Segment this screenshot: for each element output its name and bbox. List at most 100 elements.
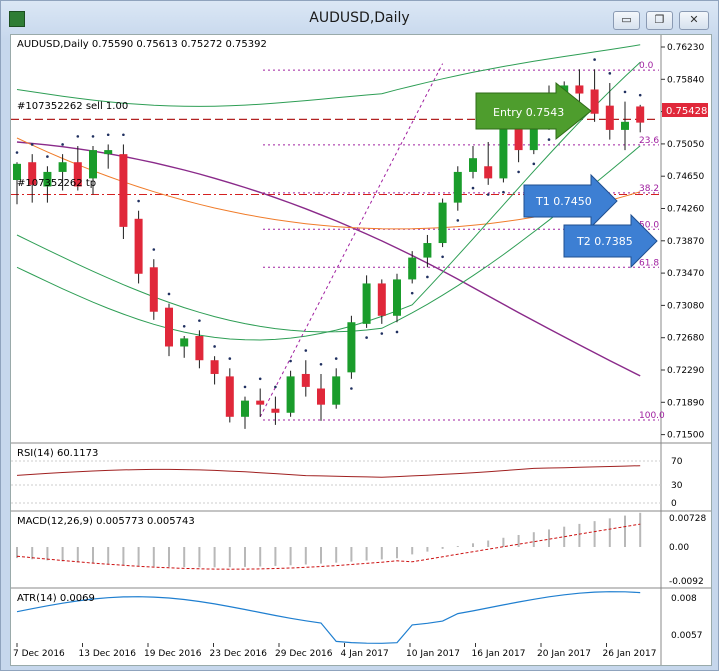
sar-dot [426,275,429,279]
macd-bar [639,512,642,547]
macd-bar [320,547,322,564]
candle-body [73,162,82,187]
order-label: #107352262 sell 1.00 [17,101,128,112]
sar-dot [623,90,627,94]
sar-dot [502,190,505,194]
candle-body [134,218,143,274]
macd-bar [487,540,490,547]
macd-bar [31,547,34,560]
minimize-button[interactable]: ▭ [613,11,640,30]
macd-label: MACD(12,26,9) 0.005773 0.005743 [17,516,195,527]
candle-body [529,115,538,151]
atr-label: ATR(14) 0.0069 [17,593,95,604]
atr-line [16,591,641,644]
rsi-tick-label: 30 [671,481,683,491]
sar-dot [198,319,201,322]
trend-line [259,63,444,418]
macd-bar [608,518,611,547]
date-tick-label: 19 Dec 2016 [144,649,202,659]
macd-bar [76,547,79,563]
candle-body [499,101,508,179]
fib-level-label: 0.0 [639,61,654,71]
candle-body [469,158,477,172]
candle-body [484,166,493,179]
candle-body [636,106,645,123]
macd-bar [92,547,94,564]
sar-dot [350,387,353,390]
price-tick-label: 0.73870 [667,237,704,247]
macd-bar [228,547,231,568]
candle-body [332,376,341,405]
price-tick-label: 0.74260 [667,205,704,215]
candle-body [210,360,219,374]
candle-body [301,373,310,387]
date-tick-label: 13 Dec 2016 [79,649,137,659]
price-tick-label: 0.75840 [667,75,704,85]
sar-dot [91,135,95,138]
candle-body [241,400,249,417]
macd-signal-line [16,523,641,570]
macd-bar [335,547,338,563]
chart-area[interactable]: 0.0 23.6 38.2 50.0 61.8 100.0 0.76230 0.75840 0… [10,34,712,666]
sar-dot [30,143,34,146]
sar-dot [334,357,338,360]
date-tick-label: 23 Dec 2016 [210,649,268,659]
bollinger-middle [16,145,641,333]
macd-bar [244,547,246,567]
sar-dot [61,143,64,146]
macd-bar [183,547,186,568]
sar-dot [532,162,536,166]
rsi-label: RSI(14) 60.1173 [17,448,98,459]
date-tick-label: 29 Dec 2016 [275,649,333,659]
sar-dot [517,170,520,174]
t1-arrow: T1 0.7450 [523,173,618,229]
sar-dot [410,291,414,295]
macd-bar [274,547,277,566]
title-bar[interactable]: AUDUSD,Daily ▭ ❐ ✕ [1,1,718,37]
sar-dot [380,332,384,335]
sar-dot [486,193,490,196]
macd-tick-label: -0.0092 [669,577,704,587]
macd-bar [441,547,444,549]
candle-body [575,85,584,94]
macd-bar [350,547,353,562]
entry-arrow: Entry 0.7543 [475,81,592,141]
macd-bar [548,529,550,547]
sar-dot [274,385,277,389]
sar-dot [471,186,475,190]
candle-body [590,89,599,114]
candle-body [104,150,113,155]
sar-dot [243,385,247,389]
price-tick-label: 0.71890 [667,398,704,408]
sar-dot [152,248,156,251]
macd-bar [16,547,18,559]
macd-bar [259,547,262,567]
price-tick-label: 0.76230 [667,43,704,53]
candle-body [408,257,417,280]
restore-button[interactable]: ❐ [646,11,673,30]
macd-bar [107,547,110,565]
macd-bar [578,523,581,547]
sar-dot [441,255,444,259]
price-tick-label: 0.72290 [667,366,704,376]
candle-body [605,105,614,130]
candle-body [423,243,432,258]
date-tick-label: 20 Jan 2017 [537,649,591,659]
rsi-tick-label: 0 [671,499,677,509]
sar-dot [15,151,19,154]
current-price: 0.75428 [666,106,707,117]
bollinger-upper [16,44,641,107]
current-price-tag: 0.75428 [662,103,708,117]
close-button[interactable]: ✕ [679,11,709,30]
candle-body [225,376,234,417]
sar-dot [46,155,49,158]
atr-tick-label: 0.0057 [671,631,703,641]
candle-body [377,283,386,316]
t2-label: T2 0.7385 [576,235,633,248]
fib-level-label: 50.0 [639,220,659,230]
candle-body [89,150,97,179]
bollinger-lower [16,61,641,341]
price-tick-label: 0.73470 [667,269,704,279]
macd-bar [213,547,216,568]
